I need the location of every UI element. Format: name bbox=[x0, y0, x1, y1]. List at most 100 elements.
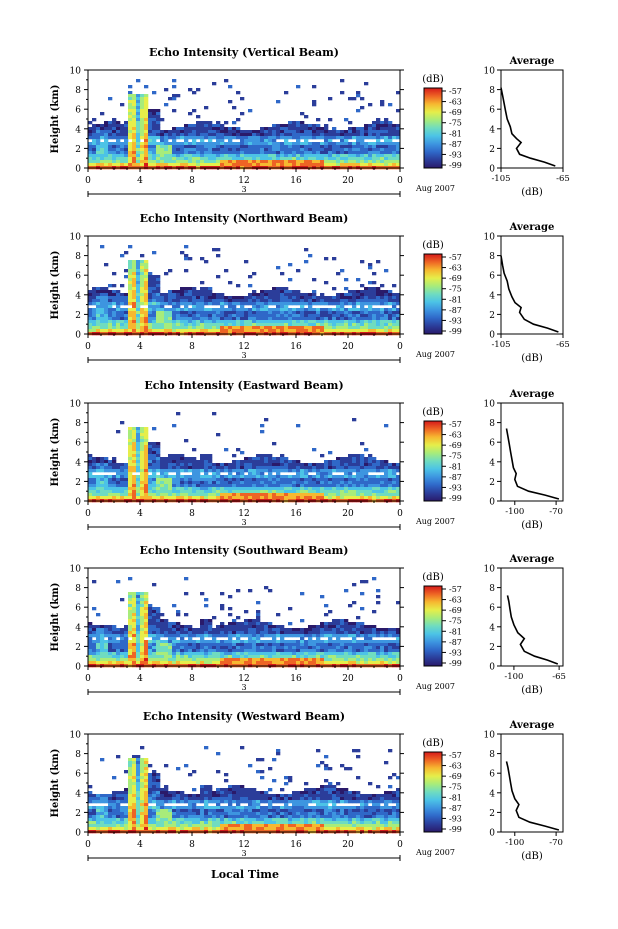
colorbar-tick-label: -57 bbox=[449, 253, 462, 262]
profile-title: Average bbox=[509, 389, 555, 400]
x-tick-label: 8 bbox=[189, 342, 195, 352]
y-tick-label: 8 bbox=[75, 252, 81, 262]
profile-x-tick-label: -100 bbox=[505, 838, 524, 848]
y-tick-label: 0 bbox=[75, 331, 81, 341]
profile-x-tick-label: -105 bbox=[491, 340, 510, 350]
y-tick-label: 6 bbox=[75, 770, 81, 780]
profile-title: Average bbox=[509, 720, 555, 731]
y-tick-label: 2 bbox=[75, 145, 81, 155]
colorbar-tick-label: -75 bbox=[449, 783, 462, 792]
panel-2: Echo Intensity (Eastward Beam) 0 2 4 6 8 10 Hei… bbox=[50, 379, 564, 531]
profile-y-tick-label: 8 bbox=[489, 750, 495, 760]
colorbar-tick-label: -75 bbox=[449, 617, 462, 626]
colorbar bbox=[423, 87, 443, 169]
profile-y-tick-label: 10 bbox=[484, 731, 496, 741]
y-axis-label: Height (km) bbox=[50, 749, 61, 818]
profile-title: Average bbox=[509, 222, 555, 233]
profile-y-tick-label: 2 bbox=[489, 643, 495, 653]
profile-y-tick-label: 8 bbox=[489, 584, 495, 594]
colorbar-tick-label: -99 bbox=[449, 659, 462, 668]
heatmap-cells bbox=[88, 79, 401, 170]
profile-x-tick-label: -65 bbox=[556, 340, 570, 350]
x-tick-label: 12 bbox=[238, 176, 249, 186]
colorbar-tick-label: -81 bbox=[449, 129, 462, 138]
colorbar-unit: (dB) bbox=[422, 407, 444, 418]
profile-title: Average bbox=[509, 56, 555, 67]
colorbar-tick-label: -57 bbox=[449, 585, 462, 594]
y-tick-label: 10 bbox=[70, 233, 82, 243]
profile-y-tick-label: 2 bbox=[489, 145, 495, 155]
profile-x-label: (dB) bbox=[521, 520, 543, 531]
date-label: Aug 2007 bbox=[415, 682, 455, 691]
profile-y-tick-label: 2 bbox=[489, 311, 495, 321]
heatmap-cells bbox=[88, 577, 401, 668]
colorbar-tick-label: -75 bbox=[449, 119, 462, 128]
x-tick-label: 16 bbox=[290, 176, 302, 186]
profile-y-tick-label: 2 bbox=[489, 809, 495, 819]
day-label: 3 bbox=[241, 185, 246, 194]
y-tick-label: 2 bbox=[75, 311, 81, 321]
colorbar-tick-label: -87 bbox=[449, 306, 462, 315]
profile-line bbox=[506, 595, 559, 665]
x-tick-label: 0 bbox=[85, 342, 91, 352]
profile-y-tick-label: 6 bbox=[489, 106, 495, 116]
date-label: Aug 2007 bbox=[415, 848, 455, 857]
y-axis-label: Height (km) bbox=[50, 418, 61, 487]
y-tick-label: 8 bbox=[75, 419, 81, 429]
profile-line bbox=[505, 428, 560, 500]
colorbar-tick-label: -69 bbox=[449, 108, 462, 117]
colorbar-unit: (dB) bbox=[422, 240, 444, 251]
profile-x-tick-label: -70 bbox=[549, 507, 563, 517]
colorbar-tick-label: -99 bbox=[449, 494, 462, 503]
profile-x-tick-label: -70 bbox=[549, 838, 563, 848]
profile-y-tick-label: 8 bbox=[489, 86, 495, 96]
x-tick-label: 16 bbox=[290, 674, 302, 684]
panel-title: Echo Intensity (Southward Beam) bbox=[140, 544, 349, 557]
colorbar-tick-label: -87 bbox=[449, 473, 462, 482]
colorbar-tick-label: -99 bbox=[449, 825, 462, 834]
colorbar bbox=[423, 253, 443, 335]
panel-0: Echo Intensity (Vertical Beam) 0 2 4 6 8 10 Hei… bbox=[50, 46, 570, 198]
x-tick-label: 16 bbox=[290, 840, 302, 850]
x-tick-label: 0 bbox=[85, 840, 91, 850]
colorbar-tick-label: -57 bbox=[449, 751, 462, 760]
x-tick-label: 8 bbox=[189, 509, 195, 519]
y-tick-label: 6 bbox=[75, 439, 81, 449]
y-tick-label: 6 bbox=[75, 604, 81, 614]
panel-title: Echo Intensity (Westward Beam) bbox=[143, 710, 345, 723]
x-tick-label: 20 bbox=[342, 509, 354, 519]
profile-frame bbox=[500, 733, 564, 833]
x-tick-label: 0 bbox=[85, 509, 91, 519]
profile-x-tick-label: -100 bbox=[504, 672, 523, 682]
heatmap-cells bbox=[88, 245, 401, 336]
y-tick-label: 8 bbox=[75, 86, 81, 96]
colorbar-unit: (dB) bbox=[422, 738, 444, 749]
panel-3: Echo Intensity (Southward Beam) 0 2 4 6 8 10 He… bbox=[50, 544, 566, 696]
y-axis-label: Height (km) bbox=[50, 251, 61, 320]
colorbar-tick-label: -63 bbox=[449, 596, 462, 605]
x-tick-label: 12 bbox=[238, 674, 249, 684]
y-tick-label: 2 bbox=[75, 478, 81, 488]
profile-y-tick-label: 0 bbox=[489, 663, 495, 673]
y-tick-label: 10 bbox=[70, 400, 82, 410]
profile-frame bbox=[500, 567, 564, 667]
profile-y-tick-label: 4 bbox=[489, 125, 495, 135]
profile-y-tick-label: 8 bbox=[489, 419, 495, 429]
x-tick-label: 12 bbox=[238, 840, 249, 850]
profile-y-tick-label: 0 bbox=[489, 498, 495, 508]
heatmap-cells bbox=[88, 746, 401, 834]
profile-y-tick-label: 4 bbox=[489, 789, 495, 799]
profile-y-tick-label: 10 bbox=[484, 233, 496, 243]
colorbar-tick-label: -99 bbox=[449, 327, 462, 336]
x-tick-label: 4 bbox=[137, 674, 143, 684]
y-tick-label: 0 bbox=[75, 663, 81, 673]
colorbar-tick-label: -87 bbox=[449, 638, 462, 647]
y-tick-label: 4 bbox=[75, 789, 81, 799]
colorbar-tick-label: -81 bbox=[449, 462, 462, 471]
x-tick-label: 20 bbox=[342, 674, 354, 684]
colorbar-tick-label: -81 bbox=[449, 793, 462, 802]
x-tick-label: 0 bbox=[397, 176, 403, 186]
profile-x-tick-label: -105 bbox=[491, 174, 510, 184]
colorbar-tick-label: -69 bbox=[449, 441, 462, 450]
x-tick-label: 4 bbox=[137, 840, 143, 850]
